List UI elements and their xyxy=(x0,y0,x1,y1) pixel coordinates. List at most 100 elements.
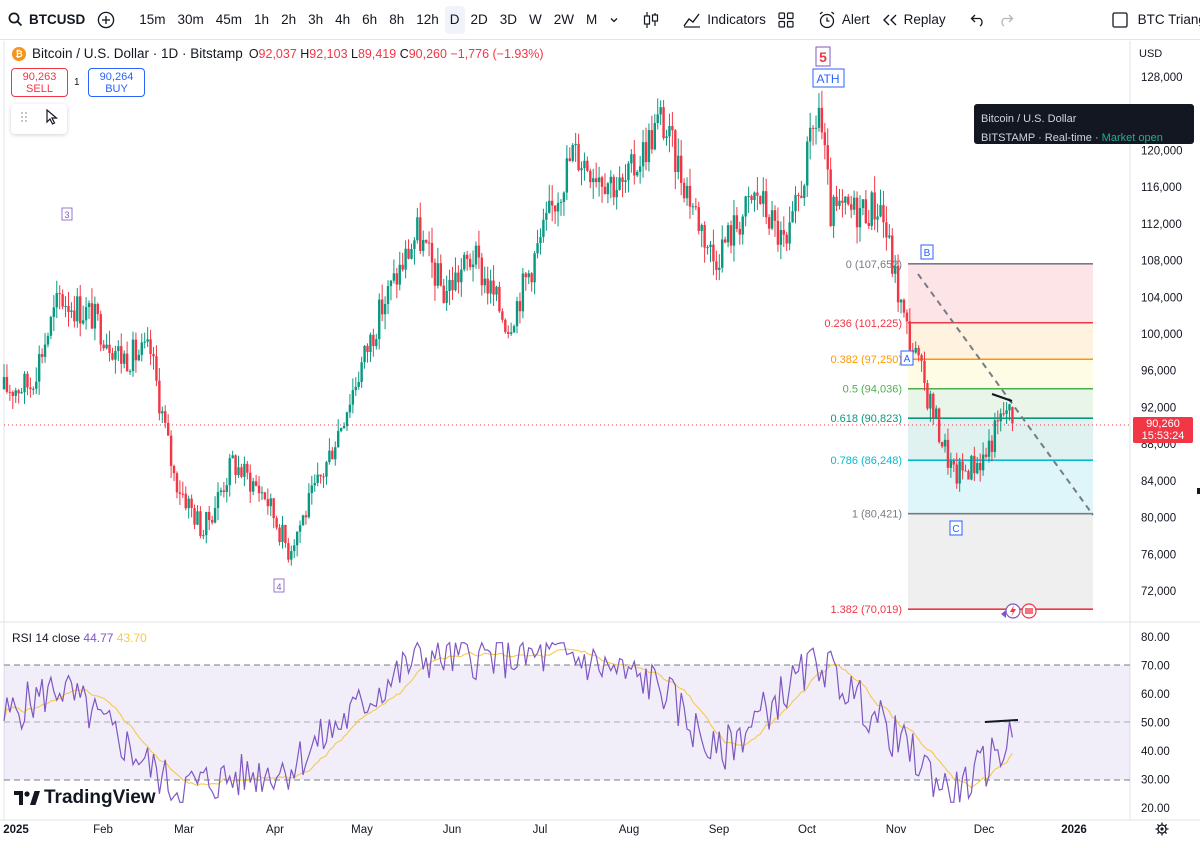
candle[interactable] xyxy=(844,196,847,215)
candle[interactable] xyxy=(981,442,985,476)
candle[interactable] xyxy=(987,429,991,463)
candle[interactable] xyxy=(685,177,689,206)
candle[interactable] xyxy=(222,481,226,498)
candle[interactable] xyxy=(442,278,445,304)
candle[interactable] xyxy=(193,504,196,530)
candle[interactable] xyxy=(550,185,554,222)
candle[interactable] xyxy=(791,201,794,223)
candle[interactable] xyxy=(260,486,264,501)
tradingview-logo[interactable]: TradingView xyxy=(14,787,156,809)
timeframe-45m[interactable]: 45m xyxy=(215,12,243,27)
rsi-axis[interactable]: 80.00 70.00 60.00 50.00 40.00 30.00 20.00 xyxy=(1141,632,1170,815)
candle[interactable] xyxy=(653,114,656,151)
candle[interactable] xyxy=(120,333,123,374)
gear-icon[interactable] xyxy=(1155,822,1169,836)
candle[interactable] xyxy=(495,285,498,302)
candle[interactable] xyxy=(5,364,9,394)
candle[interactable] xyxy=(656,98,659,130)
candle[interactable] xyxy=(184,486,187,511)
candle[interactable] xyxy=(64,296,67,318)
candle[interactable] xyxy=(641,129,645,178)
candle[interactable] xyxy=(533,251,536,295)
candle[interactable] xyxy=(96,302,100,321)
candle[interactable] xyxy=(577,133,580,172)
candle[interactable] xyxy=(644,127,648,171)
candle[interactable] xyxy=(293,539,296,559)
candle[interactable] xyxy=(210,515,214,525)
candle[interactable] xyxy=(738,221,742,245)
candle[interactable] xyxy=(788,206,791,251)
candle[interactable] xyxy=(419,202,422,255)
candle[interactable] xyxy=(342,422,346,429)
candle[interactable] xyxy=(202,529,205,540)
candle[interactable] xyxy=(606,182,610,204)
candle[interactable] xyxy=(128,369,132,375)
candle[interactable] xyxy=(67,292,70,327)
candle[interactable] xyxy=(407,239,410,260)
candle[interactable] xyxy=(905,309,909,335)
candle[interactable] xyxy=(46,332,50,348)
candle[interactable] xyxy=(11,390,14,410)
candle[interactable] xyxy=(756,177,759,210)
candle[interactable] xyxy=(61,289,64,310)
candle[interactable] xyxy=(893,255,897,283)
candle[interactable] xyxy=(545,201,548,231)
chevron-down-icon[interactable] xyxy=(603,0,625,40)
candle[interactable] xyxy=(146,327,149,348)
timeframe-6h[interactable]: 6h xyxy=(362,12,378,27)
candle[interactable] xyxy=(735,207,739,233)
candle[interactable] xyxy=(164,405,167,429)
candle[interactable] xyxy=(439,254,442,287)
candle[interactable] xyxy=(498,281,501,313)
wave-label-3[interactable]: 3 xyxy=(61,207,73,221)
wave-label-b[interactable]: B xyxy=(920,244,934,260)
timeframe-8h[interactable]: 8h xyxy=(389,12,405,27)
candle[interactable] xyxy=(269,493,272,516)
candle[interactable] xyxy=(586,156,589,173)
candle[interactable] xyxy=(512,324,516,334)
candle[interactable] xyxy=(829,157,832,227)
candle[interactable] xyxy=(205,511,208,544)
candle[interactable] xyxy=(208,505,211,531)
candle[interactable] xyxy=(542,208,545,243)
candle[interactable] xyxy=(187,495,190,519)
candle[interactable] xyxy=(117,340,120,362)
candle[interactable] xyxy=(430,227,434,278)
candle[interactable] xyxy=(216,482,220,521)
candle[interactable] xyxy=(627,161,630,193)
candle[interactable] xyxy=(723,236,727,244)
indicators-button[interactable]: Indicators xyxy=(677,0,772,40)
scroll-marker[interactable] xyxy=(1197,488,1200,494)
candle[interactable] xyxy=(594,162,598,188)
candle[interactable] xyxy=(99,310,102,352)
candle[interactable] xyxy=(553,205,557,224)
timeframe-3h[interactable]: 3h xyxy=(308,12,324,27)
candle[interactable] xyxy=(870,190,873,231)
cursor-arrow-icon[interactable] xyxy=(45,108,59,130)
candle[interactable] xyxy=(990,435,994,462)
candle[interactable] xyxy=(876,203,879,233)
candle[interactable] xyxy=(630,149,633,173)
candle[interactable] xyxy=(360,356,363,388)
candle[interactable] xyxy=(767,214,771,235)
candle[interactable] xyxy=(225,477,228,503)
candle[interactable] xyxy=(29,377,32,398)
candle[interactable] xyxy=(354,377,357,396)
candle[interactable] xyxy=(87,300,91,319)
candle[interactable] xyxy=(102,340,105,351)
candle[interactable] xyxy=(861,199,865,216)
candle[interactable] xyxy=(539,228,542,255)
candle[interactable] xyxy=(49,315,53,340)
candle[interactable] xyxy=(603,173,607,195)
candle[interactable] xyxy=(530,272,533,292)
candle[interactable] xyxy=(457,265,460,294)
candle[interactable] xyxy=(773,205,777,237)
candle[interactable] xyxy=(413,237,416,265)
drag-handle-icon[interactable] xyxy=(20,110,28,128)
candle[interactable] xyxy=(422,230,425,257)
candle[interactable] xyxy=(93,296,97,341)
candle[interactable] xyxy=(896,254,900,312)
candle[interactable] xyxy=(741,214,744,245)
candle[interactable] xyxy=(574,132,577,162)
order-quantity[interactable]: 1 xyxy=(74,77,80,88)
